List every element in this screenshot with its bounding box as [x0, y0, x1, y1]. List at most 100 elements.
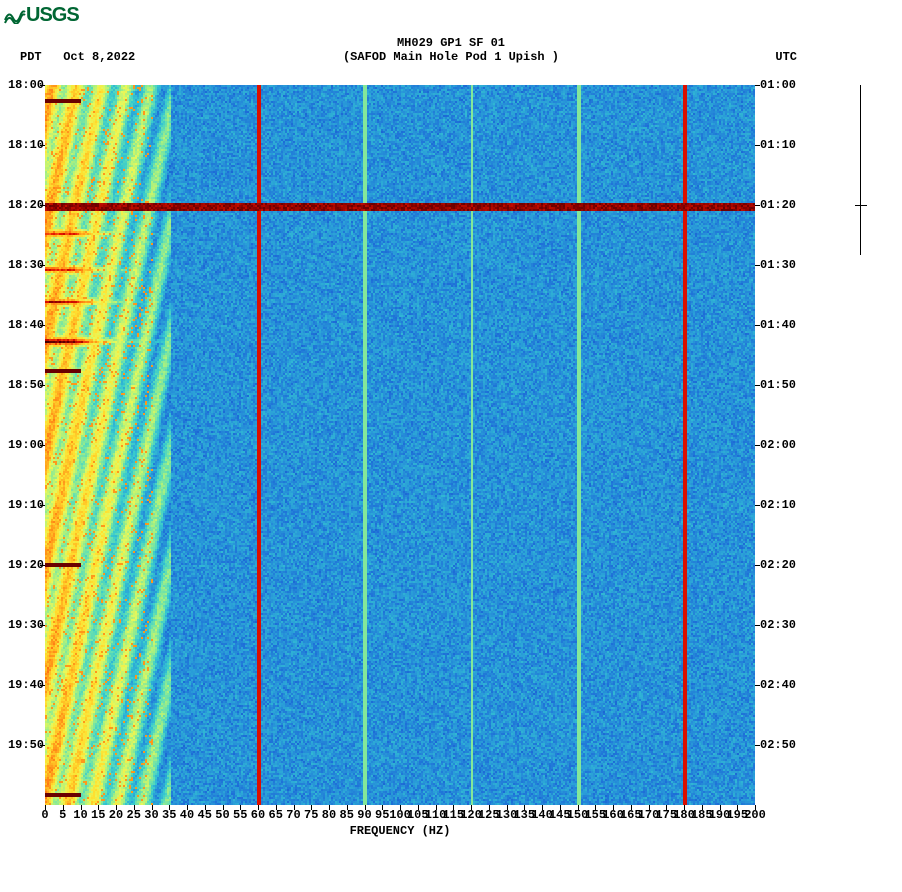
- x-label: 35: [162, 808, 176, 822]
- x-tick: [169, 805, 170, 810]
- y-label: 01:40: [760, 318, 800, 332]
- x-label: 20: [109, 808, 123, 822]
- y-label: 02:20: [760, 558, 800, 572]
- x-tick: [737, 805, 738, 810]
- usgs-logo: USGS: [4, 4, 79, 27]
- y-label: 19:30: [6, 618, 44, 632]
- y-tick: [40, 565, 45, 566]
- x-tick: [294, 805, 295, 810]
- x-tick: [489, 805, 490, 810]
- x-tick: [524, 805, 525, 810]
- chart-title-line2: (SAFOD Main Hole Pod 1 Upish ): [0, 50, 902, 64]
- x-tick: [152, 805, 153, 810]
- y-tick: [755, 85, 760, 86]
- x-tick: [329, 805, 330, 810]
- x-tick: [311, 805, 312, 810]
- x-label: 40: [180, 808, 194, 822]
- x-label: 60: [251, 808, 265, 822]
- chart-title-line1: MH029 GP1 SF 01: [0, 36, 902, 50]
- y-label: 19:20: [6, 558, 44, 572]
- left-tz: PDT: [20, 50, 42, 64]
- y-tick: [755, 505, 760, 506]
- x-tick: [240, 805, 241, 810]
- x-tick: [453, 805, 454, 810]
- y-tick: [755, 325, 760, 326]
- x-tick: [649, 805, 650, 810]
- x-tick: [45, 805, 46, 810]
- date-text: Oct 8,2022: [63, 50, 135, 64]
- side-scale-line: [860, 85, 861, 255]
- x-tick: [205, 805, 206, 810]
- x-tick: [436, 805, 437, 810]
- x-label: 200: [744, 808, 766, 822]
- y-label: 01:10: [760, 138, 800, 152]
- left-date-label: PDT Oct 8,2022: [20, 50, 135, 64]
- y-tick: [755, 745, 760, 746]
- x-label: 45: [198, 808, 212, 822]
- x-tick: [755, 805, 756, 810]
- y-label: 18:00: [6, 78, 44, 92]
- x-tick: [507, 805, 508, 810]
- y-label: 02:50: [760, 738, 800, 752]
- y-tick: [40, 685, 45, 686]
- x-tick: [187, 805, 188, 810]
- x-label: 15: [91, 808, 105, 822]
- y-label: 18:40: [6, 318, 44, 332]
- x-label: 10: [73, 808, 87, 822]
- x-tick: [542, 805, 543, 810]
- side-scale-tick: [855, 205, 867, 206]
- y-tick: [755, 265, 760, 266]
- y-label: 01:20: [760, 198, 800, 212]
- y-tick: [40, 85, 45, 86]
- usgs-wave-icon: [4, 8, 26, 24]
- y-tick: [40, 625, 45, 626]
- y-label: 01:00: [760, 78, 800, 92]
- y-label: 19:40: [6, 678, 44, 692]
- x-tick: [595, 805, 596, 810]
- x-label: 55: [233, 808, 247, 822]
- x-tick: [418, 805, 419, 810]
- y-label: 19:10: [6, 498, 44, 512]
- x-axis-labels: 0510152025303540455055606570758085909510…: [45, 808, 755, 822]
- y-axis-left: 18:0018:1018:2018:3018:4018:5019:0019:10…: [6, 85, 44, 805]
- y-label: 18:20: [6, 198, 44, 212]
- y-label: 18:30: [6, 258, 44, 272]
- spectrogram-canvas: [45, 85, 755, 805]
- x-tick: [613, 805, 614, 810]
- y-tick: [755, 685, 760, 686]
- y-tick: [40, 205, 45, 206]
- usgs-logo-text: USGS: [26, 4, 79, 26]
- y-label: 01:50: [760, 378, 800, 392]
- x-label: 80: [322, 808, 336, 822]
- x-tick: [276, 805, 277, 810]
- x-label: 65: [269, 808, 283, 822]
- x-label: 90: [357, 808, 371, 822]
- x-label: 95: [375, 808, 389, 822]
- y-label: 02:10: [760, 498, 800, 512]
- x-tick: [702, 805, 703, 810]
- x-label: 50: [215, 808, 229, 822]
- right-tz-label: UTC: [775, 50, 797, 64]
- x-tick: [684, 805, 685, 810]
- x-tick: [578, 805, 579, 810]
- y-label: 18:10: [6, 138, 44, 152]
- chart-title-block: MH029 GP1 SF 01 (SAFOD Main Hole Pod 1 U…: [0, 36, 902, 64]
- x-tick: [63, 805, 64, 810]
- y-tick: [40, 145, 45, 146]
- y-label: 02:40: [760, 678, 800, 692]
- x-tick: [666, 805, 667, 810]
- x-label: 0: [41, 808, 48, 822]
- y-tick: [755, 625, 760, 626]
- y-label: 01:30: [760, 258, 800, 272]
- x-label: 25: [127, 808, 141, 822]
- y-label: 19:00: [6, 438, 44, 452]
- x-tick: [258, 805, 259, 810]
- y-tick: [40, 325, 45, 326]
- x-tick: [223, 805, 224, 810]
- x-tick: [347, 805, 348, 810]
- y-label: 02:30: [760, 618, 800, 632]
- y-tick: [40, 745, 45, 746]
- y-label: 02:00: [760, 438, 800, 452]
- x-axis-title: FREQUENCY (HZ): [0, 824, 800, 838]
- x-label: 30: [144, 808, 158, 822]
